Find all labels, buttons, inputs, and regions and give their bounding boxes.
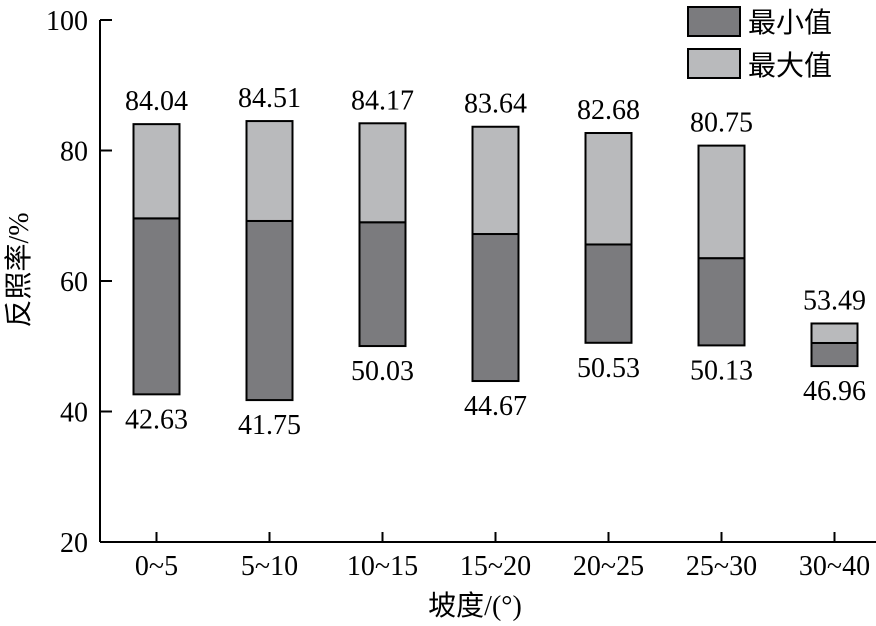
min-value-label: 50.53 [577, 353, 640, 384]
min-value-label: 44.67 [464, 391, 527, 422]
bar-segment-max [245, 120, 294, 222]
max-value-label: 84.04 [125, 86, 188, 117]
bar-segment-min [471, 233, 520, 383]
y-tick-label: 80 [60, 137, 88, 168]
x-tick-label: 5~10 [241, 551, 298, 582]
data-labels: 84.04 42.63 84.51 41.75 84.17 50.03 83.64 44.67… [125, 83, 866, 441]
x-tick-label: 20~25 [573, 551, 644, 582]
bar-segment-min [132, 217, 181, 396]
bar-segment-min [245, 219, 294, 402]
y-ticks: 20 40 60 80 100 [46, 6, 112, 559]
bar-segment-max [471, 125, 520, 236]
bar-segment-max [584, 132, 633, 246]
min-value-label: 50.13 [690, 355, 753, 386]
x-axis-title: 坡度/(°) [428, 590, 522, 622]
max-value-label: 82.68 [577, 95, 640, 126]
x-tick-label: 0~5 [135, 551, 178, 582]
bar-segment-min [584, 243, 633, 344]
x-tick-label: 15~20 [460, 551, 531, 582]
y-tick-label: 100 [46, 6, 88, 37]
min-value-label: 41.75 [238, 410, 301, 441]
bars [132, 120, 859, 402]
x-ticks: 0~5 5~10 10~15 15~20 20~25 25~30 30~40 [135, 532, 870, 582]
legend-label-max: 最大值 [748, 50, 832, 82]
y-tick-label: 20 [60, 528, 88, 559]
bar-segment-min [697, 257, 746, 347]
y-tick-label: 40 [60, 398, 88, 429]
x-tick-label: 10~15 [347, 551, 418, 582]
x-tick-label: 30~40 [799, 551, 870, 582]
legend-swatch-min [687, 6, 741, 37]
legend: 最小值 最大值 [687, 6, 832, 82]
legend-swatch-max [687, 48, 741, 79]
y-tick-label: 60 [60, 267, 88, 298]
max-value-label: 84.51 [238, 83, 301, 114]
bar-segment-min [810, 341, 859, 368]
max-value-label: 80.75 [690, 108, 753, 139]
bar-segment-max [697, 144, 746, 260]
min-value-label: 46.96 [803, 376, 866, 407]
max-value-label: 53.49 [803, 285, 866, 316]
max-value-label: 84.17 [351, 85, 414, 116]
bar-segment-max [132, 123, 181, 220]
legend-label-min: 最小值 [748, 7, 832, 39]
y-axis-title: 反照率/% [3, 212, 35, 327]
min-value-label: 42.63 [125, 404, 188, 435]
bar-segment-min [358, 221, 407, 348]
max-value-label: 83.64 [464, 89, 527, 120]
bar-segment-max [810, 322, 859, 344]
bar-segment-max [358, 122, 407, 224]
min-value-label: 50.03 [351, 356, 414, 387]
x-tick-label: 25~30 [686, 551, 757, 582]
